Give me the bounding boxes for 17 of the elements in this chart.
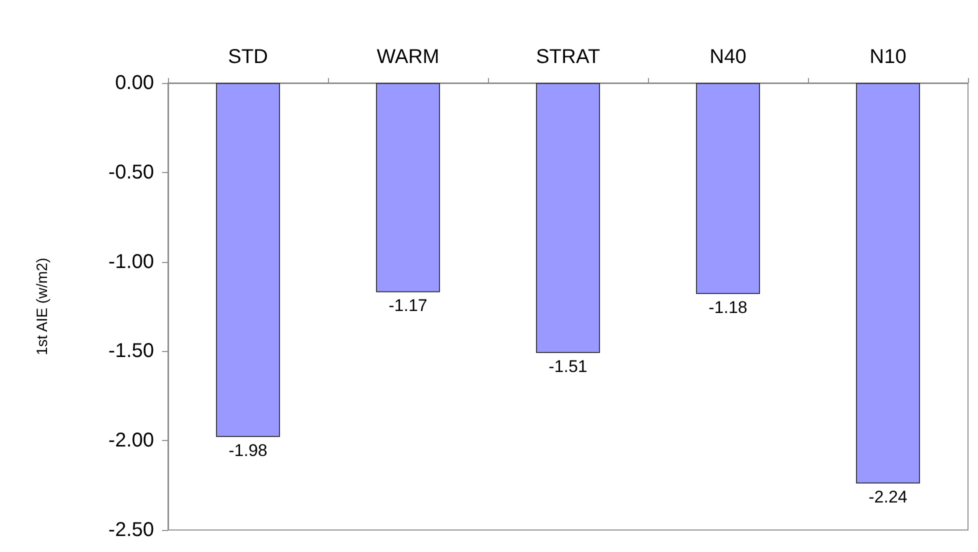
y-tick-label: -0.50 [108, 161, 154, 184]
y-tick-label: -2.00 [108, 430, 154, 452]
data-label: -1.51 [548, 356, 588, 376]
data-label: -1.98 [228, 441, 268, 460]
data-label: -1.18 [708, 298, 748, 317]
y-tick-label: 0.00 [115, 72, 154, 94]
y-axis-title: 1st AIE (w/m2) [34, 258, 51, 356]
data-label: -1.17 [388, 296, 428, 316]
y-tick-label: -1.50 [108, 340, 154, 362]
x-tick-label: N40 [710, 46, 746, 68]
x-tick-label: STD [228, 46, 268, 68]
x-tick-label: N10 [870, 46, 906, 68]
y-tick-label: -1.00 [108, 250, 154, 273]
data-label: -2.24 [868, 488, 908, 507]
y-tick-label: -2.50 [108, 519, 154, 541]
x-tick-label: STRAT [536, 46, 600, 68]
x-tick-label: WARM [376, 46, 440, 68]
